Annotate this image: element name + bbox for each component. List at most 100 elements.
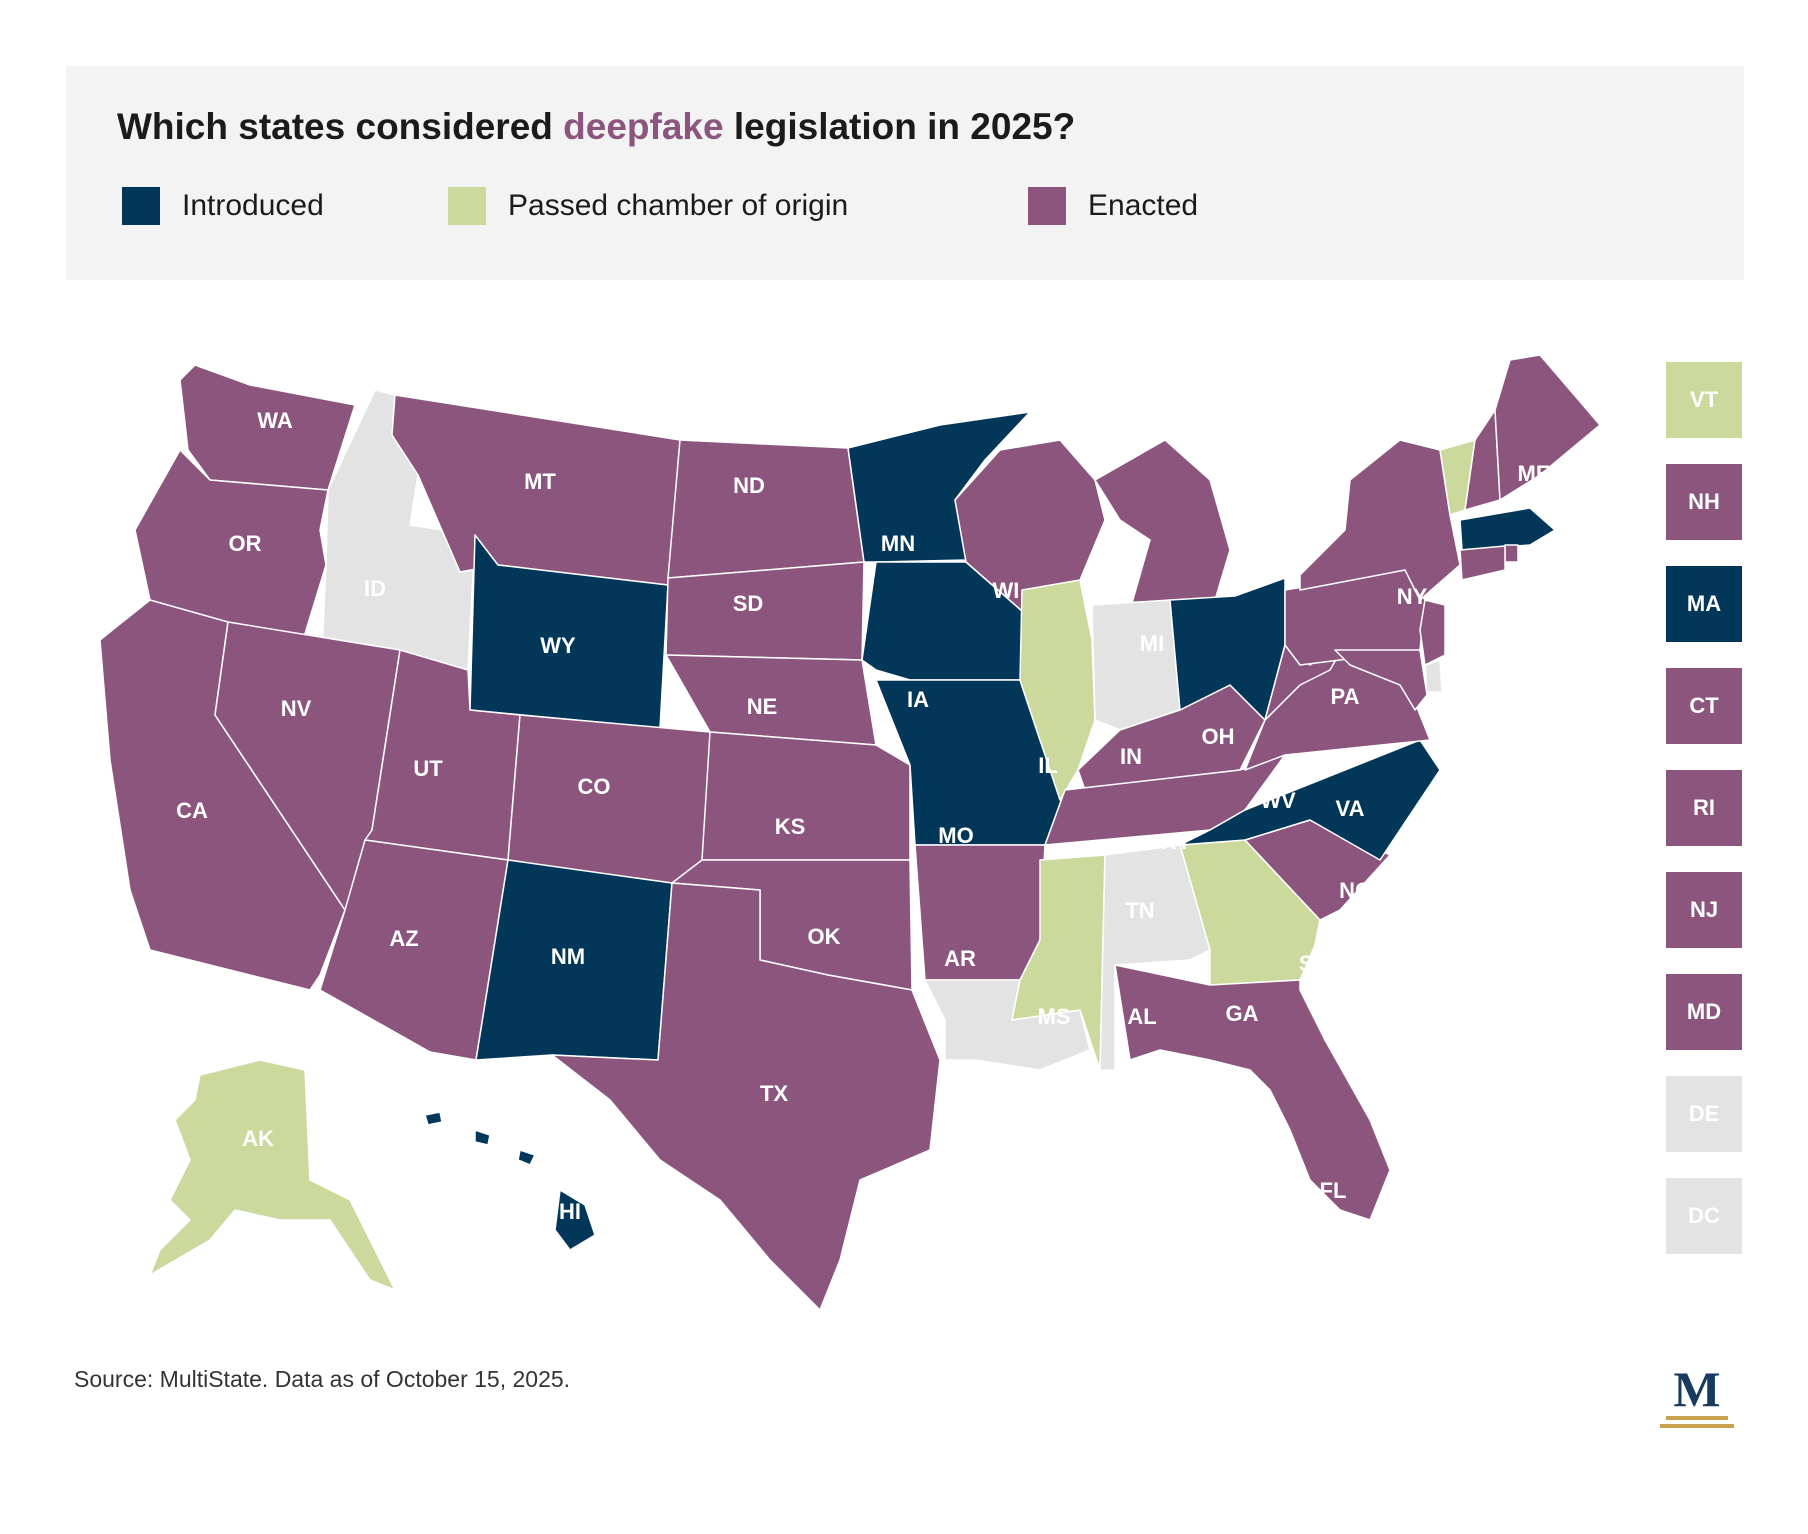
- multistate-logo: M: [1660, 1364, 1734, 1428]
- state-mi[interactable]: [1094, 439, 1231, 611]
- logo-bar-bottom: [1660, 1424, 1734, 1428]
- state-label-ca: CA: [176, 798, 208, 823]
- small-state-boxes: VT NH MA CT RI NJ MD DE DC: [1666, 362, 1742, 1254]
- state-ri[interactable]: [1504, 544, 1519, 563]
- state-label-id: ID: [364, 576, 386, 601]
- state-label-wy: WY: [540, 633, 576, 658]
- state-in[interactable]: [1091, 599, 1181, 731]
- state-me[interactable]: [1494, 354, 1601, 501]
- state-hi[interactable]: [424, 1111, 596, 1251]
- state-nd[interactable]: [667, 439, 865, 579]
- state-label-nv: NV: [281, 696, 312, 721]
- small-state-label-md: MD: [1687, 999, 1721, 1024]
- legend-label-enacted: Enacted: [1088, 189, 1199, 222]
- state-label-il: IL: [1038, 753, 1058, 778]
- legend-label-passed: Passed chamber of origin: [508, 189, 849, 222]
- legend-item-passed: Passed chamber of origin: [448, 186, 848, 226]
- small-state-box-md[interactable]: [1666, 974, 1742, 1050]
- state-label-oh: OH: [1202, 724, 1235, 749]
- state-label-ks: KS: [775, 814, 806, 839]
- state-label-la: LA: [957, 1099, 986, 1124]
- state-label-tn: TN: [1125, 898, 1154, 923]
- state-label-ut: UT: [413, 756, 443, 781]
- small-state-box-ri[interactable]: [1666, 770, 1742, 846]
- state-label-wv: WV: [1260, 788, 1296, 813]
- state-ar[interactable]: [914, 844, 1046, 981]
- state-tx[interactable]: [551, 882, 941, 1311]
- state-label-co: CO: [578, 774, 611, 799]
- small-state-label-de: DE: [1689, 1101, 1720, 1126]
- legend-swatch-enacted: [1028, 187, 1066, 225]
- state-labels: WA OR CA ID NV MT WY UT AZ CO NM ND SD NE KS OK TX MN IA MO…: [176, 408, 1550, 1224]
- small-state-box-de[interactable]: [1666, 1076, 1742, 1152]
- state-wi[interactable]: [954, 439, 1106, 619]
- small-state-label-ct: CT: [1689, 693, 1719, 718]
- state-label-or: OR: [229, 531, 262, 556]
- state-label-va: VA: [1336, 796, 1365, 821]
- state-label-me: ME: [1518, 461, 1551, 486]
- state-label-tx: TX: [760, 1081, 788, 1106]
- small-state-label-ma: MA: [1687, 591, 1721, 616]
- state-label-hi: HI: [559, 1199, 581, 1224]
- state-label-az: AZ: [389, 926, 418, 951]
- logo-letter: M: [1673, 1361, 1721, 1417]
- state-label-sd: SD: [733, 591, 764, 616]
- state-label-nm: NM: [551, 944, 585, 969]
- legend-item-enacted: Enacted: [1028, 186, 1198, 226]
- title-highlight: deepfake: [563, 106, 724, 147]
- state-label-ga: GA: [1226, 1001, 1259, 1026]
- state-label-ak: AK: [242, 1126, 274, 1151]
- state-de[interactable]: [1424, 659, 1443, 693]
- small-state-box-ma[interactable]: [1666, 566, 1742, 642]
- small-state-box-nj[interactable]: [1666, 872, 1742, 948]
- legend-item-introduced: Introduced: [122, 186, 324, 226]
- state-label-pa: PA: [1331, 684, 1360, 709]
- small-state-label-dc: DC: [1688, 1203, 1720, 1228]
- state-label-ky: KY: [1161, 829, 1192, 854]
- small-state-label-nj: NJ: [1690, 897, 1718, 922]
- state-label-in: IN: [1120, 744, 1142, 769]
- state-ak[interactable]: [149, 1059, 396, 1291]
- legend-swatch-introduced: [122, 187, 160, 225]
- small-state-label-nh: NH: [1688, 489, 1720, 514]
- state-ma[interactable]: [1459, 507, 1556, 551]
- state-label-wi: WI: [993, 578, 1020, 603]
- state-label-wa: WA: [257, 408, 293, 433]
- state-label-ms: MS: [1038, 1004, 1071, 1029]
- state-ks[interactable]: [701, 731, 911, 861]
- state-label-fl: FL: [1320, 1178, 1347, 1203]
- state-label-mo: MO: [938, 823, 973, 848]
- title-part-1: Which states considered: [117, 106, 564, 147]
- state-label-sc: SC: [1299, 951, 1330, 976]
- small-state-box-dc[interactable]: [1666, 1178, 1742, 1254]
- header-panel: Which states considered deepfake legisla…: [66, 66, 1744, 280]
- us-map: WA OR CA ID NV MT WY UT AZ CO NM ND SD NE KS OK TX MN IA MO…: [0, 300, 1808, 1350]
- state-nj[interactable]: [1419, 599, 1446, 666]
- state-label-ar: AR: [944, 946, 976, 971]
- source-note: Source: MultiState. Data as of October 1…: [74, 1366, 571, 1392]
- legend-label-introduced: Introduced: [182, 189, 324, 222]
- state-label-ok: OK: [808, 924, 841, 949]
- state-label-nd: ND: [733, 473, 765, 498]
- small-state-box-nh[interactable]: [1666, 464, 1742, 540]
- state-label-mt: MT: [524, 469, 556, 494]
- small-state-box-ct[interactable]: [1666, 668, 1742, 744]
- state-label-ny: NY: [1397, 584, 1428, 609]
- us-map-svg: WA OR CA ID NV MT WY UT AZ CO NM ND SD NE KS OK TX MN IA MO…: [99, 354, 1742, 1311]
- state-label-mi: MI: [1140, 631, 1164, 656]
- state-nc[interactable]: [1179, 739, 1441, 861]
- state-md[interactable]: [1334, 649, 1428, 711]
- small-state-box-vt[interactable]: [1666, 362, 1742, 438]
- state-label-al: AL: [1127, 1004, 1156, 1029]
- state-label-ia: IA: [907, 687, 929, 712]
- state-sd[interactable]: [665, 561, 865, 661]
- state-shapes: [99, 354, 1601, 1311]
- state-label-ne: NE: [747, 694, 778, 719]
- title-part-2: legislation in 2025?: [723, 106, 1076, 147]
- legend-swatch-passed: [448, 187, 486, 225]
- state-fl[interactable]: [1114, 964, 1391, 1221]
- logo-bar-top: [1666, 1416, 1728, 1420]
- state-label-nc: NC: [1339, 878, 1371, 903]
- state-ct[interactable]: [1459, 545, 1506, 581]
- small-state-label-ri: RI: [1693, 795, 1715, 820]
